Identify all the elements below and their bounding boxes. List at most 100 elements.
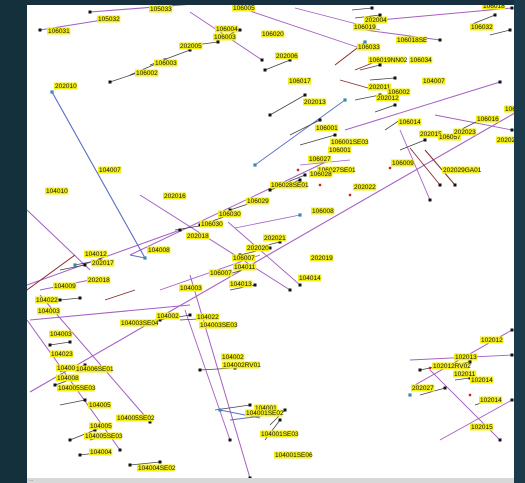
network-node[interactable]	[188, 313, 192, 317]
map-label[interactable]: 104001SE03	[261, 431, 299, 438]
map-label[interactable]: 104005	[90, 423, 112, 430]
trunk-line[interactable]	[27, 209, 91, 271]
map-label[interactable]: 104002	[222, 354, 244, 361]
map-label[interactable]: 106027SE01	[318, 167, 356, 174]
network-node[interactable]	[298, 283, 302, 287]
map-label[interactable]: 104001SE02	[246, 410, 284, 417]
map-label[interactable]: 106001	[329, 147, 351, 154]
network-node[interactable]	[288, 58, 292, 62]
trunk-line[interactable]	[29, 110, 514, 393]
network-node[interactable]	[198, 368, 202, 372]
red-line[interactable]	[424, 149, 456, 186]
network-node[interactable]	[253, 163, 257, 167]
map-label[interactable]: 104004	[90, 449, 112, 456]
spur-line[interactable]	[129, 461, 161, 466]
map-label[interactable]: 104008	[148, 247, 170, 254]
network-node[interactable]	[158, 460, 162, 464]
map-label[interactable]: 106030	[201, 221, 223, 228]
map-label[interactable]: 106033	[358, 44, 380, 51]
network-node[interactable]	[493, 13, 497, 17]
network-node[interactable]	[378, 63, 382, 67]
map-label[interactable]: 104006	[57, 365, 79, 372]
network-node[interactable]	[428, 366, 432, 370]
trunk-line[interactable]	[29, 304, 191, 321]
map-label[interactable]: 202022	[354, 184, 376, 191]
map-label[interactable]: 104008	[57, 375, 79, 382]
network-node[interactable]	[453, 183, 457, 187]
map-label[interactable]: 202029GA01	[443, 167, 482, 174]
map-label[interactable]: 202012	[377, 95, 399, 102]
network-node[interactable]	[83, 363, 87, 367]
network-node[interactable]	[248, 476, 252, 479]
trunk-line[interactable]	[439, 399, 513, 441]
network-node[interactable]	[108, 80, 112, 84]
network-node[interactable]	[423, 138, 427, 142]
network-node[interactable]	[303, 173, 307, 177]
spur-line[interactable]	[264, 59, 291, 71]
map-label[interactable]: 104023	[51, 351, 73, 358]
map-label[interactable]: 104003	[180, 285, 202, 292]
network-node[interactable]	[78, 296, 82, 300]
network-node[interactable]	[128, 463, 132, 467]
map-label[interactable]: 106001SE03	[331, 139, 369, 146]
map-label[interactable]: 106029	[247, 198, 269, 205]
trunk-line[interactable]	[189, 274, 251, 478]
network-node[interactable]	[510, 353, 514, 357]
map-label[interactable]: 106018	[483, 5, 505, 10]
map-label[interactable]: 106020	[262, 31, 284, 38]
map-label[interactable]: 104013	[230, 281, 252, 288]
network-node[interactable]	[253, 283, 257, 287]
network-node[interactable]	[438, 183, 442, 187]
network-node[interactable]	[303, 93, 307, 97]
map-label[interactable]: 202023	[454, 129, 476, 136]
blue-line[interactable]	[129, 254, 146, 259]
map-label[interactable]: 102011	[454, 371, 476, 378]
map-label[interactable]: 106014	[399, 119, 421, 126]
spur-line[interactable]	[299, 134, 336, 146]
map-label[interactable]: 202006	[276, 53, 298, 60]
network-node[interactable]	[73, 263, 77, 267]
spur-line[interactable]	[489, 29, 511, 36]
network-node[interactable]	[268, 246, 272, 250]
map-label[interactable]: 106032	[471, 24, 493, 31]
map-label[interactable]: 106007	[233, 255, 255, 262]
network-node[interactable]	[148, 420, 152, 424]
map-label[interactable]: 106001	[316, 125, 338, 132]
network-node[interactable]	[370, 6, 374, 10]
spur-line[interactable]	[399, 139, 426, 151]
map-label[interactable]: 106057	[439, 134, 461, 141]
trunk-line[interactable]	[434, 114, 513, 131]
spur-line[interactable]	[59, 264, 86, 271]
red-line[interactable]	[27, 254, 76, 291]
map-label[interactable]: 105032	[98, 16, 120, 23]
map-label[interactable]: 202004	[365, 17, 387, 24]
blue-line[interactable]	[51, 91, 146, 259]
map-label[interactable]: 104010	[46, 188, 68, 195]
spur-line[interactable]	[59, 399, 86, 406]
network-node[interactable]	[58, 298, 62, 302]
network-node[interactable]	[228, 208, 232, 212]
map-label[interactable]: 202010	[55, 83, 77, 90]
map-label[interactable]: 102015	[471, 424, 493, 431]
network-node[interactable]	[263, 68, 267, 72]
map-label[interactable]: 202011	[369, 84, 391, 91]
trunk-line[interactable]	[227, 221, 301, 286]
spur-line[interactable]	[59, 297, 81, 301]
map-label[interactable]: 202016	[164, 193, 186, 200]
network-node[interactable]	[418, 368, 422, 372]
map-label[interactable]: 106030	[219, 211, 241, 218]
network-node[interactable]	[268, 188, 272, 192]
network-node[interactable]	[93, 428, 97, 432]
network-node[interactable]	[438, 38, 442, 42]
network-node[interactable]	[296, 168, 300, 172]
map-label[interactable]: 202019	[311, 255, 333, 262]
network-node[interactable]	[510, 6, 514, 10]
map-label[interactable]: 102013	[455, 354, 477, 361]
map-label[interactable]: 104001SE06	[275, 452, 313, 459]
network-node[interactable]	[443, 386, 447, 390]
map-label[interactable]: 104005SE03	[58, 385, 96, 392]
trunk-line[interactable]	[89, 5, 310, 13]
trunk-line[interactable]	[379, 7, 513, 21]
map-label[interactable]: 104007	[99, 167, 121, 174]
network-node[interactable]	[143, 256, 147, 260]
